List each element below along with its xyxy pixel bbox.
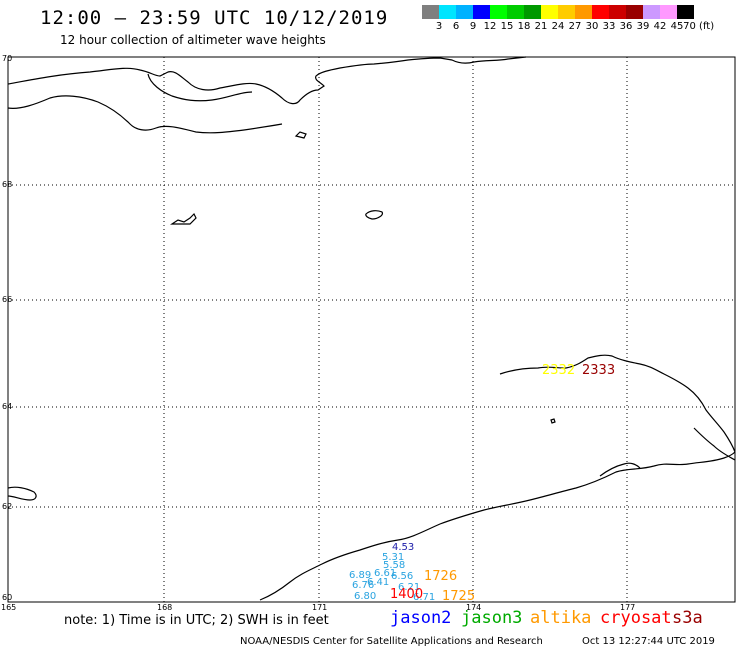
- seward-peninsula: [499, 354, 736, 453]
- lat-label: 62: [2, 502, 12, 511]
- lat-label: 68: [2, 180, 12, 189]
- lon-label: 171: [312, 603, 327, 612]
- map-frame: [7, 56, 736, 603]
- legend-s3a: s3a: [672, 608, 703, 628]
- obs-label: 1726: [424, 569, 457, 584]
- gulf-coastline: [7, 95, 283, 134]
- lon-label: 177: [620, 603, 635, 612]
- generation-timestamp: Oct 13 12:27:44 UTC 2019: [582, 636, 715, 647]
- obs-label: 5.58: [383, 560, 405, 571]
- credit-text: NOAA/NESDIS Center for Satellite Applica…: [240, 636, 543, 647]
- lat-label: 66: [2, 295, 12, 304]
- colorbar-label: 6: [452, 21, 460, 32]
- footnote: note: 1) Time is in UTC; 2) SWH is in fe…: [64, 613, 329, 628]
- colorbar-swatch: [660, 5, 677, 19]
- alaska-peninsula-coastline: [259, 451, 736, 601]
- obs-label: 6.56: [391, 571, 413, 582]
- colorbar-swatch: [643, 5, 660, 19]
- chukotka-inner-coast: [147, 73, 253, 102]
- chukotka-coastline: [7, 56, 527, 105]
- colorbar-swatch: [490, 5, 507, 19]
- colorbar-label: 9: [469, 21, 477, 32]
- small-island-64: [550, 418, 556, 424]
- colorbar-label: 45: [670, 21, 684, 32]
- colorbar-label: 39: [636, 21, 650, 32]
- lat-label: 64: [2, 402, 12, 411]
- obs-label: 2333: [582, 363, 615, 378]
- kuskokwim-coast: [599, 462, 641, 477]
- colorbar-label: 21: [534, 21, 548, 32]
- obs-label: 6.71: [413, 592, 435, 603]
- coastlines: [7, 56, 736, 601]
- norton-sound-coast: [693, 427, 736, 461]
- western-bay-coast: [7, 486, 37, 501]
- colorbar-label: 27: [568, 21, 582, 32]
- legend-jason3: jason3: [461, 608, 523, 628]
- obs-label: 5.31: [382, 552, 404, 563]
- colorbar-swatch: [592, 5, 609, 19]
- map-subtitle: 12 hour collection of altimeter wave hei…: [60, 33, 326, 47]
- colorbar-labels: 3 6 9 12 15 18 21 24 27 30 33 36 39 42 45 70 (ft): [422, 21, 740, 33]
- colorbar-label: 33: [602, 21, 616, 32]
- obs-label: 1400: [390, 587, 423, 602]
- obs-label: 6.80: [354, 591, 376, 602]
- st-lawrence-island: [170, 212, 197, 225]
- colorbar-label: 70 (ft): [683, 21, 715, 32]
- little-diomede-island: [365, 210, 383, 220]
- colorbar-label: 42: [653, 21, 667, 32]
- colorbar-label: 3: [435, 21, 443, 32]
- colorbar-label: 36: [619, 21, 633, 32]
- colorbar-swatch: [473, 5, 490, 19]
- obs-label: 1725: [442, 589, 475, 604]
- legend-altika: altika: [530, 608, 592, 628]
- colorbar-swatch: [626, 5, 643, 19]
- colorbar-swatch: [609, 5, 626, 19]
- obs-label: 6.21: [398, 582, 420, 593]
- lon-label: 165: [1, 603, 16, 612]
- colorbar-swatch: [558, 5, 575, 19]
- lon-label: 174: [466, 603, 481, 612]
- nunivak-island: [294, 131, 307, 139]
- colorbar-swatch: [439, 5, 456, 19]
- obs-label: 6.41: [367, 577, 389, 588]
- lat-label: 60: [2, 593, 12, 602]
- lon-label: 168: [157, 603, 172, 612]
- legend-cryosat: cryosat: [600, 608, 672, 628]
- graticule: [8, 57, 735, 602]
- obs-label: 2332: [542, 363, 575, 378]
- colorbar-swatch: [524, 5, 541, 19]
- obs-label: 4.53: [392, 542, 414, 553]
- altimeter-observations: 4.53 5.31 5.58 6.61 6.56 6.89 6.41 6.21 …: [349, 363, 615, 604]
- legend-jason2: jason2: [390, 608, 452, 628]
- colorbar-swatch: [422, 5, 439, 19]
- map-title: 12:00 – 23:59 UTC 10/12/2019: [40, 7, 389, 29]
- obs-label: 6.76: [352, 580, 374, 591]
- obs-label: 6.61: [374, 568, 396, 579]
- colorbar-swatch: [575, 5, 592, 19]
- colorbar-swatch: [677, 5, 694, 19]
- colorbar-swatch: [507, 5, 524, 19]
- lat-label: 70: [2, 54, 12, 63]
- colorbar-label: 15: [500, 21, 514, 32]
- wave-height-colorbar: [422, 5, 694, 19]
- obs-label: 6.89: [349, 570, 371, 581]
- colorbar-label: 30: [585, 21, 599, 32]
- colorbar-label: 18: [517, 21, 531, 32]
- colorbar-label: 12: [483, 21, 497, 32]
- colorbar-label: 24: [551, 21, 565, 32]
- colorbar-swatch: [456, 5, 473, 19]
- colorbar-swatch: [541, 5, 558, 19]
